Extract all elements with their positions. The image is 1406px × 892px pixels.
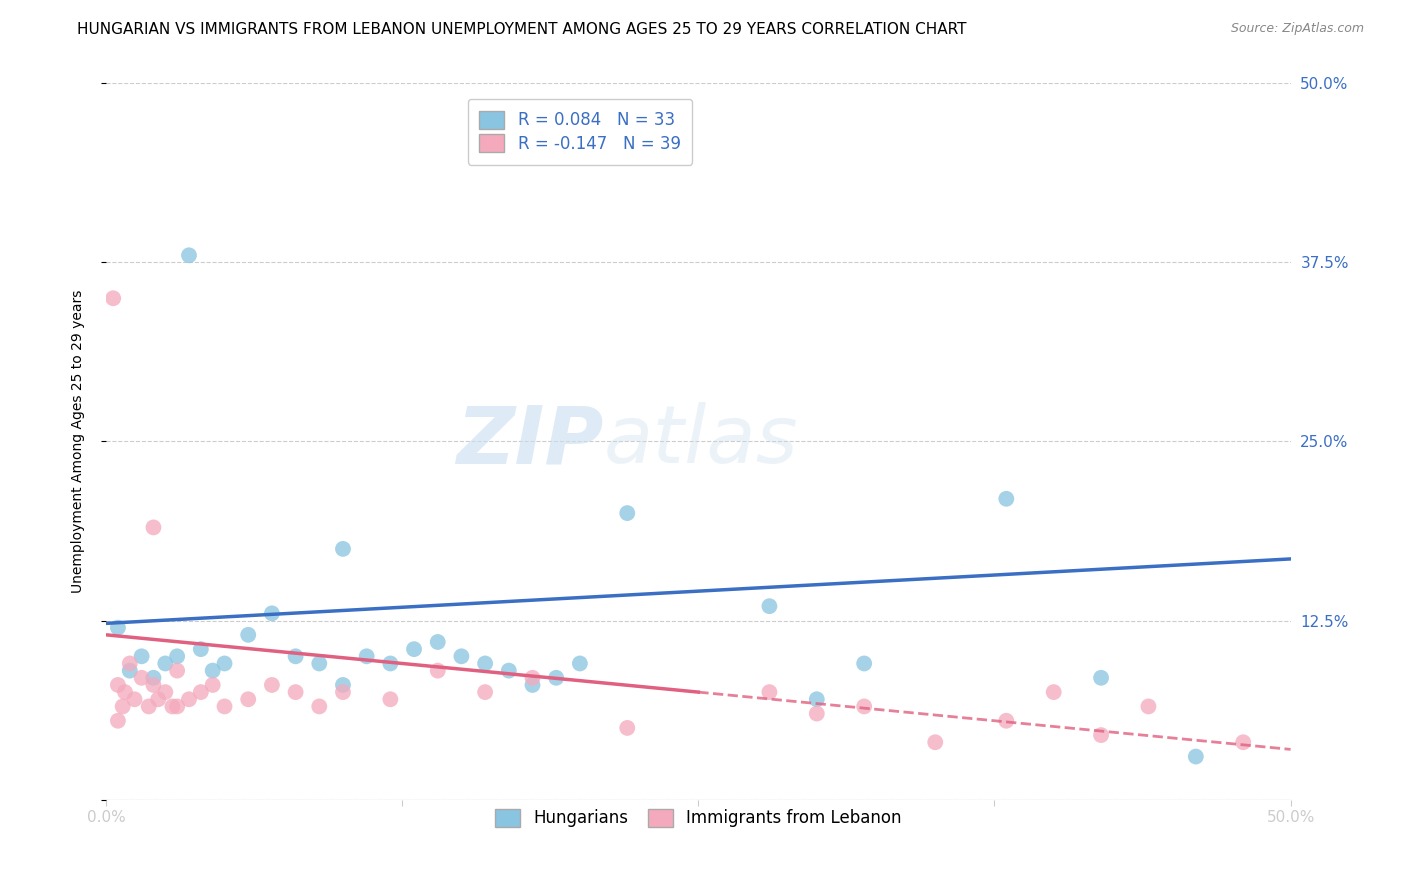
Point bbox=[332, 685, 354, 699]
Point bbox=[190, 642, 212, 657]
Point bbox=[1042, 685, 1064, 699]
Point bbox=[131, 649, 153, 664]
Point bbox=[568, 657, 591, 671]
Point bbox=[142, 678, 165, 692]
Point bbox=[166, 664, 188, 678]
Point bbox=[162, 699, 184, 714]
Point bbox=[522, 678, 544, 692]
Point bbox=[758, 599, 780, 614]
Point bbox=[166, 699, 188, 714]
Point bbox=[238, 628, 260, 642]
Point bbox=[284, 649, 307, 664]
Point bbox=[118, 664, 141, 678]
Point bbox=[148, 692, 170, 706]
Point bbox=[260, 678, 283, 692]
Point bbox=[853, 657, 876, 671]
Point bbox=[332, 541, 354, 556]
Point bbox=[114, 685, 136, 699]
Point bbox=[758, 685, 780, 699]
Point bbox=[356, 649, 378, 664]
Text: ZIP: ZIP bbox=[456, 402, 603, 481]
Point bbox=[238, 692, 260, 706]
Text: HUNGARIAN VS IMMIGRANTS FROM LEBANON UNEMPLOYMENT AMONG AGES 25 TO 29 YEARS CORR: HUNGARIAN VS IMMIGRANTS FROM LEBANON UNE… bbox=[77, 22, 967, 37]
Point bbox=[118, 657, 141, 671]
Point bbox=[853, 699, 876, 714]
Point bbox=[1090, 728, 1112, 742]
Point bbox=[284, 685, 307, 699]
Text: Source: ZipAtlas.com: Source: ZipAtlas.com bbox=[1230, 22, 1364, 36]
Point bbox=[131, 671, 153, 685]
Point bbox=[616, 506, 638, 520]
Point bbox=[107, 714, 129, 728]
Point bbox=[201, 664, 224, 678]
Point bbox=[124, 692, 146, 706]
Point bbox=[101, 291, 124, 305]
Point bbox=[214, 657, 236, 671]
Point bbox=[107, 621, 129, 635]
Point bbox=[616, 721, 638, 735]
Point bbox=[546, 671, 568, 685]
Point bbox=[142, 671, 165, 685]
Point bbox=[426, 664, 449, 678]
Point bbox=[332, 678, 354, 692]
Point bbox=[426, 635, 449, 649]
Point bbox=[806, 692, 828, 706]
Point bbox=[142, 520, 165, 534]
Point bbox=[474, 657, 496, 671]
Point bbox=[111, 699, 134, 714]
Point bbox=[806, 706, 828, 721]
Point bbox=[1185, 749, 1208, 764]
Point bbox=[995, 714, 1018, 728]
Point bbox=[380, 657, 402, 671]
Point bbox=[995, 491, 1018, 506]
Point bbox=[177, 248, 200, 262]
Point bbox=[1137, 699, 1160, 714]
Point bbox=[1090, 671, 1112, 685]
Point bbox=[166, 649, 188, 664]
Point bbox=[308, 699, 330, 714]
Point bbox=[498, 664, 520, 678]
Point bbox=[138, 699, 160, 714]
Point bbox=[924, 735, 946, 749]
Point bbox=[177, 692, 200, 706]
Point bbox=[308, 657, 330, 671]
Point bbox=[474, 685, 496, 699]
Point bbox=[260, 607, 283, 621]
Point bbox=[522, 671, 544, 685]
Point bbox=[190, 685, 212, 699]
Text: atlas: atlas bbox=[603, 402, 799, 481]
Point bbox=[155, 657, 177, 671]
Point bbox=[201, 678, 224, 692]
Legend: Hungarians, Immigrants from Lebanon: Hungarians, Immigrants from Lebanon bbox=[488, 802, 908, 834]
Point bbox=[402, 642, 425, 657]
Point bbox=[107, 678, 129, 692]
Y-axis label: Unemployment Among Ages 25 to 29 years: Unemployment Among Ages 25 to 29 years bbox=[72, 290, 86, 593]
Point bbox=[155, 685, 177, 699]
Point bbox=[380, 692, 402, 706]
Point bbox=[450, 649, 472, 664]
Point bbox=[214, 699, 236, 714]
Point bbox=[1232, 735, 1254, 749]
